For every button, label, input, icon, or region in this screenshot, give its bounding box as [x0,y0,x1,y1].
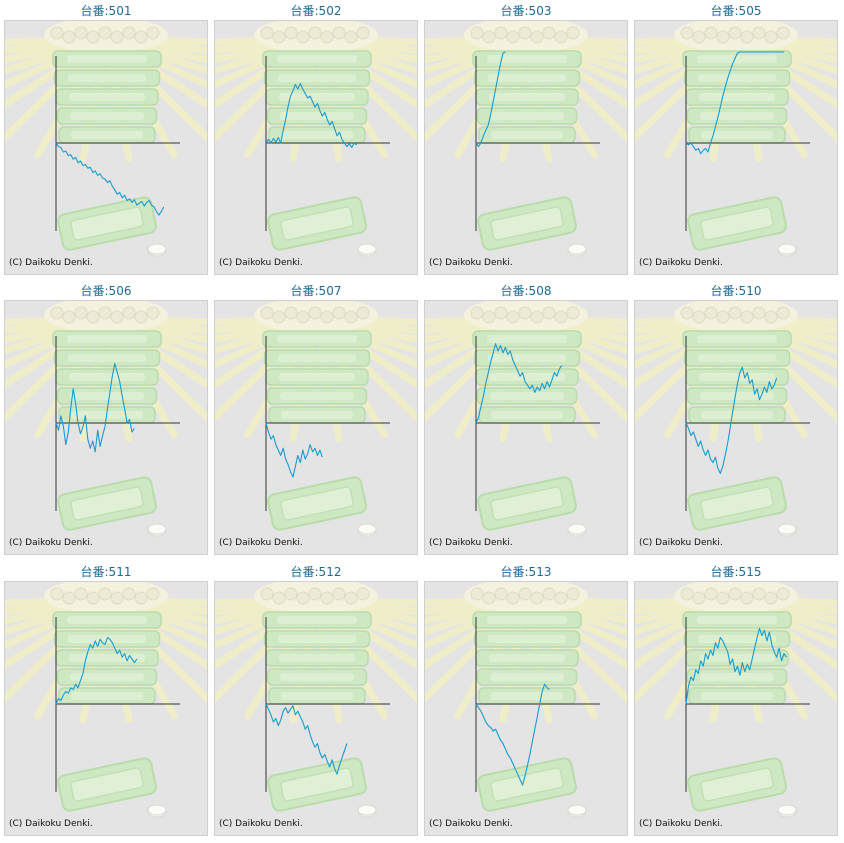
panel-title[interactable]: 台番:515 [710,565,762,579]
series-line [265,703,348,775]
panel-title[interactable]: 台番:508 [500,284,552,298]
graph-frame: (C) Daikoku Denki. [4,300,208,555]
slot-graph-panel: 台番:505 (C) Daikoku Denki. [634,0,838,275]
panel-title[interactable]: 台番:511 [80,565,132,579]
graph-canvas [215,582,417,818]
graph-canvas [425,21,627,257]
slot-graph-panel: 台番:503 (C) Daikoku Denki. [424,0,628,275]
panel-title[interactable]: 台番:502 [290,4,342,18]
series-line [55,142,165,216]
series-line [55,636,138,705]
series-line [265,83,358,149]
graph-frame: (C) Daikoku Denki. [634,300,838,555]
background-decoration [5,301,207,537]
graph-frame: (C) Daikoku Denki. [424,581,628,836]
copyright-text: (C) Daikoku Denki. [219,258,303,268]
series-line [55,363,135,453]
background-decoration [635,301,837,537]
panel-title[interactable]: 台番:506 [80,284,132,298]
copyright-text: (C) Daikoku Denki. [429,538,513,548]
background-decoration [425,582,627,818]
panel-title[interactable]: 台番:510 [710,284,762,298]
graph-frame: (C) Daikoku Denki. [634,581,838,836]
panel-title[interactable]: 台番:512 [290,565,342,579]
background-decoration [215,301,417,537]
graph-canvas [635,21,837,257]
graph-frame: (C) Daikoku Denki. [4,20,208,275]
background-decoration [5,21,207,257]
graph-frame: (C) Daikoku Denki. [214,581,418,836]
graph-frame: (C) Daikoku Denki. [214,300,418,555]
background-decoration [215,582,417,818]
graph-canvas [5,21,207,257]
copyright-text: (C) Daikoku Denki. [9,819,93,829]
slot-graph-panel: 台番:502 (C) Daikoku Denki. [214,0,418,275]
slot-graph-panel: 台番:501 (C) Daikoku Denki. [4,0,208,275]
copyright-text: (C) Daikoku Denki. [639,258,723,268]
slot-graph-panel: 台番:511 (C) Daikoku Denki. [4,561,208,836]
panel-title[interactable]: 台番:503 [500,4,552,18]
copyright-text: (C) Daikoku Denki. [429,819,513,829]
graph-canvas [215,301,417,537]
copyright-text: (C) Daikoku Denki. [219,819,303,829]
graph-canvas [425,301,627,537]
background-decoration [635,582,837,818]
series-line [685,366,778,474]
copyright-text: (C) Daikoku Denki. [639,819,723,829]
series-line [475,51,506,148]
panel-title[interactable]: 台番:507 [290,284,342,298]
copyright-text: (C) Daikoku Denki. [9,538,93,548]
background-decoration [425,301,627,537]
series-line [265,422,323,478]
series-line [475,683,550,786]
slot-graph-panel: 台番:512 (C) Daikoku Denki. [214,561,418,836]
panel-title[interactable]: 台番:505 [710,4,762,18]
slot-graph-panel: 台番:510 (C) Daikoku Denki. [634,280,838,555]
graph-canvas [5,582,207,818]
graph-frame: (C) Daikoku Denki. [424,300,628,555]
graph-frame: (C) Daikoku Denki. [4,581,208,836]
series-line [685,51,784,155]
graph-canvas [635,301,837,537]
slot-graph-panel: 台番:508 (C) Daikoku Denki. [424,280,628,555]
slot-graph-panel: 台番:513 (C) Daikoku Denki. [424,561,628,836]
graph-canvas [635,582,837,818]
copyright-text: (C) Daikoku Denki. [9,258,93,268]
graph-canvas [5,301,207,537]
series-line [475,343,563,424]
graph-frame: (C) Daikoku Denki. [634,20,838,275]
background-decoration [215,21,417,257]
copyright-text: (C) Daikoku Denki. [639,538,723,548]
graph-canvas [215,21,417,257]
copyright-text: (C) Daikoku Denki. [219,538,303,548]
panel-title[interactable]: 台番:513 [500,565,552,579]
graph-canvas [425,582,627,818]
graph-frame: (C) Daikoku Denki. [214,20,418,275]
slot-graph-panel: 台番:506 (C) Daikoku Denki. [4,280,208,555]
series-line [685,627,787,705]
panel-title[interactable]: 台番:501 [80,4,132,18]
background-decoration [5,582,207,818]
slot-graph-panel: 台番:507 (C) Daikoku Denki. [214,280,418,555]
copyright-text: (C) Daikoku Denki. [429,258,513,268]
background-decoration [635,21,837,257]
background-decoration [425,21,627,257]
slot-graph-panel: 台番:515 (C) Daikoku Denki. [634,561,838,836]
graph-frame: (C) Daikoku Denki. [424,20,628,275]
